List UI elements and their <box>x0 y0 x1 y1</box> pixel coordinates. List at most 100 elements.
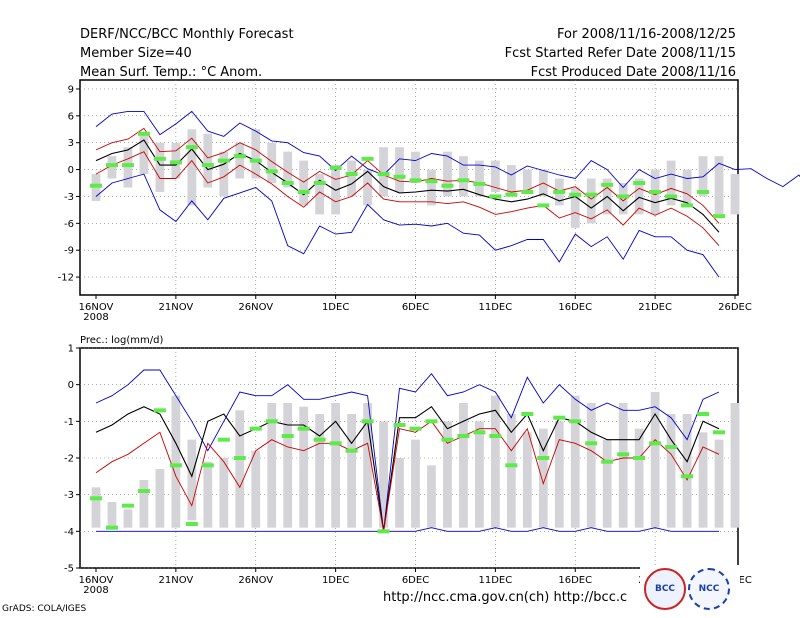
green-marker <box>441 183 454 188</box>
produced-date: Fcst Produced Date 2008/11/16 <box>530 65 736 80</box>
green-marker <box>585 441 598 446</box>
footer-urls[interactable]: http://ncc.cma.gov.cn(ch) http://bcc.c <box>383 590 628 605</box>
green-marker <box>697 189 710 194</box>
spread-bar <box>427 465 436 528</box>
spread-bar <box>347 160 356 197</box>
x-tick-label: 26NOV <box>238 302 273 313</box>
green-marker <box>681 474 694 479</box>
forecast-period: For 2008/11/16-2008/12/25 <box>557 27 736 42</box>
green-marker <box>377 529 390 534</box>
green-marker <box>409 426 422 431</box>
header-left: DERF/NCC/BCC Monthly Forecast Member Siz… <box>80 27 294 84</box>
spread-bar <box>714 439 724 528</box>
spread-bar <box>139 480 149 528</box>
green-marker <box>441 437 454 442</box>
green-marker <box>409 178 422 183</box>
spread-bar <box>459 156 468 197</box>
x-tick-label: 1DEC <box>322 575 349 586</box>
green-marker <box>681 203 694 208</box>
green-marker <box>601 459 614 464</box>
green-marker <box>297 426 310 431</box>
spread-bar <box>714 156 724 215</box>
green-marker <box>569 192 582 197</box>
green-marker <box>233 154 246 159</box>
spread-bar <box>187 439 197 521</box>
green-marker <box>281 434 294 438</box>
spread-bar <box>730 174 740 215</box>
spread-bar <box>251 129 261 179</box>
green-marker <box>585 192 598 197</box>
spread-bar <box>666 414 676 528</box>
x-tick-label: 21NOV <box>159 302 194 313</box>
spread-bar <box>490 395 500 528</box>
green-marker <box>329 441 342 446</box>
green-marker <box>153 408 166 413</box>
spread-bar <box>475 421 484 528</box>
green-marker <box>297 189 310 194</box>
spread-bar <box>411 151 420 184</box>
spread-bar <box>299 406 309 528</box>
x-tick-label: 26DEC <box>718 302 752 313</box>
green-marker <box>521 412 534 416</box>
green-marker <box>665 445 678 449</box>
spread-bar <box>219 458 229 528</box>
green-marker <box>633 181 646 186</box>
y-tick-label: -3 <box>64 490 74 501</box>
logos: BCC NCC <box>640 565 740 610</box>
spread-bar <box>395 147 404 192</box>
y-tick-label: -3 <box>64 192 74 203</box>
green-marker <box>473 430 486 435</box>
y-tick-label: 9 <box>68 84 74 95</box>
green-marker <box>457 434 470 438</box>
header-right: For 2008/11/16-2008/12/25 Fcst Started R… <box>505 27 736 84</box>
spread-bar <box>235 142 245 179</box>
green-marker <box>121 503 134 508</box>
spread-bar <box>235 410 245 528</box>
spread-bar <box>123 147 133 188</box>
spread-bar <box>139 133 149 175</box>
spread-bar <box>379 147 388 197</box>
spread-bar <box>538 428 548 528</box>
panel-temperature: 9 6 3 0 -3 -6 -9 -12 16NOV 21NOV 26NOV 1DEC 6DEC 11DE… <box>58 79 800 323</box>
green-marker <box>313 437 326 442</box>
x-tick-label: 21NOV <box>159 575 194 586</box>
spread-bar <box>331 403 341 528</box>
green-marker <box>457 178 470 183</box>
green-marker <box>105 525 118 530</box>
spread-bar <box>363 169 372 206</box>
green-marker <box>713 430 726 435</box>
series-lower_spread <box>95 151 720 246</box>
green-marker <box>713 214 726 219</box>
green-marker <box>649 189 662 194</box>
x-tick-label: 11DEC <box>479 302 513 313</box>
spread-bar <box>522 169 532 192</box>
green-marker <box>137 131 150 136</box>
spread-bar <box>490 160 500 192</box>
y-tick-label: -4 <box>64 527 74 538</box>
y-tick-label: 0 <box>68 165 74 176</box>
x-tick-label: 16NOV <box>79 575 114 586</box>
grads-credit: GrADS: COLA/IGES <box>2 604 87 614</box>
spread-bar <box>363 403 372 528</box>
green-marker <box>537 203 550 208</box>
ncc-logo-icon: NCC <box>688 568 730 610</box>
spread-bar <box>187 129 197 206</box>
green-marker <box>281 181 294 186</box>
green-marker <box>505 463 518 468</box>
green-marker <box>617 452 630 457</box>
spread-bar <box>554 421 564 528</box>
x-year-label: 2008 <box>83 585 108 596</box>
y-tick-label: -9 <box>64 246 74 257</box>
green-marker <box>249 426 262 431</box>
y-tick-label: -2 <box>64 454 74 465</box>
green-marker <box>473 181 486 186</box>
x-tick-label: 16NOV <box>79 302 114 313</box>
green-marker <box>665 194 678 199</box>
green-marker <box>233 456 246 460</box>
green-marker <box>521 189 534 194</box>
spread-bar <box>443 421 452 528</box>
x-tick-label: 16DEC <box>558 302 592 313</box>
series-ensemble_min <box>96 527 719 532</box>
variable-label: Mean Surf. Temp.: °C Anom. <box>80 65 263 80</box>
green-marker <box>617 194 630 199</box>
